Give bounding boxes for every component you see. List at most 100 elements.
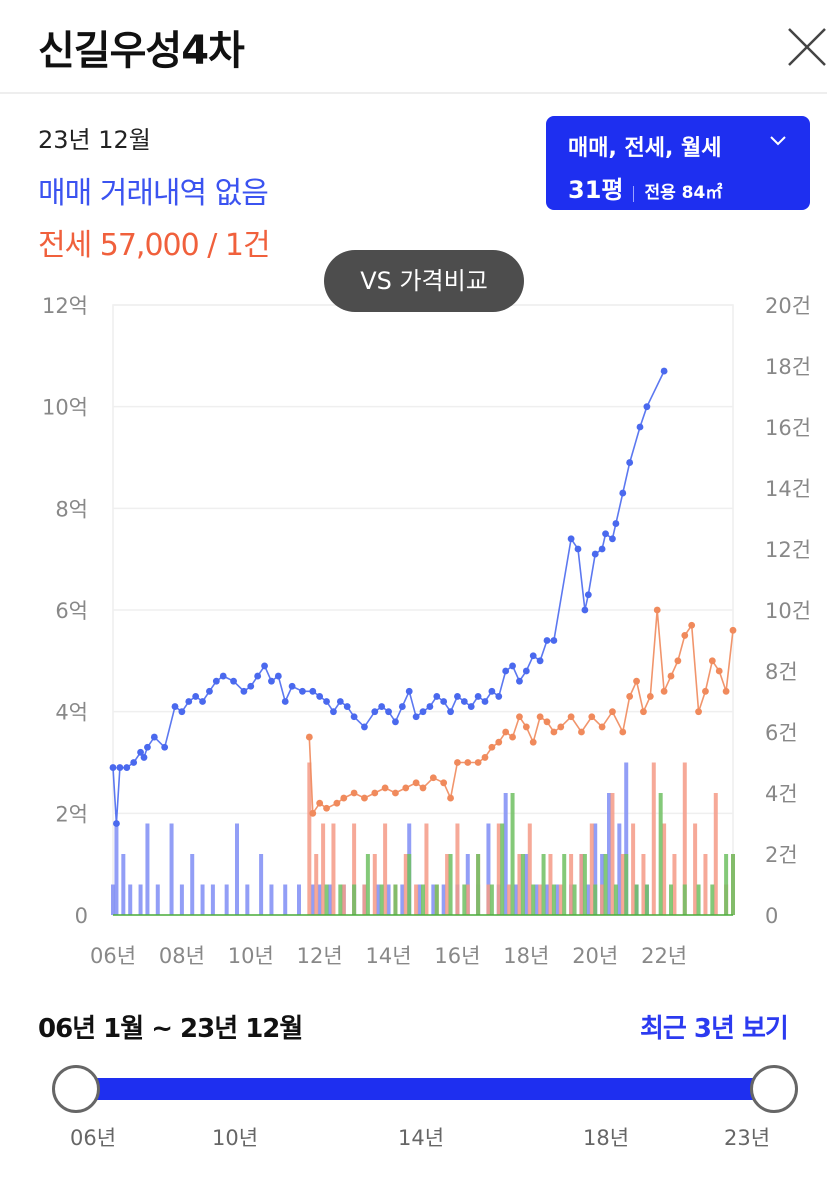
x-tick-label: 12년 [297,944,343,968]
price-point [150,733,158,741]
vs-price-compare-button[interactable]: VS 가격비교 [324,250,524,312]
y-left-tick-label: 6억 [55,599,88,623]
volume-bar [145,823,150,915]
volume-bar [503,793,508,915]
volume-bar [572,884,577,915]
price-point [643,403,651,411]
price-point [116,764,124,771]
range-slider-track[interactable] [74,1078,774,1100]
header-divider [0,92,827,94]
price-point [588,713,596,721]
deal-type-filter-button[interactable]: 매매, 전세, 월세 31평 전용 84㎡ [546,116,810,210]
range-end-handle[interactable] [750,1065,798,1113]
price-point [591,550,599,558]
volume-bar [731,854,735,915]
volume-bar [582,854,587,915]
volume-bar [379,884,384,915]
price-point [440,779,448,787]
volume-bar [593,884,598,915]
volume-bar [534,884,539,915]
price-point [509,662,516,670]
volume-bar [562,854,567,915]
volume-bar [283,884,288,915]
volume-bar [465,884,470,915]
volume-bar [235,823,239,915]
volume-bar [324,884,329,915]
volume-bar [517,854,522,915]
volume-bar [641,854,646,915]
volume-bar [179,884,184,915]
price-point [398,703,406,710]
price-point [412,713,420,721]
volume-bar [393,884,398,915]
volume-bar [489,884,494,915]
price-point [722,687,730,695]
price-point [350,713,358,721]
price-point [447,794,454,802]
volume-bar [558,884,563,915]
price-point [299,687,306,695]
price-point [140,754,148,761]
volume-bar [507,884,512,915]
volume-bar [551,884,556,915]
price-point [412,779,420,787]
range-start-handle[interactable] [52,1065,100,1113]
y-right-tick-label: 18건 [765,355,811,379]
volume-bar [514,884,518,915]
volume-bar [555,884,560,915]
volume-bar [376,884,381,915]
volume-bar [624,762,629,915]
volume-bar [500,823,505,915]
range-tick: 06년 [70,1126,117,1150]
price-point [474,693,482,700]
price-point [529,652,537,660]
volume-bar [403,854,408,915]
volume-bar [372,854,377,915]
volume-bar [417,884,422,915]
price-point [178,708,186,716]
price-point [309,687,317,695]
price-point [206,687,213,695]
price-point [688,621,696,629]
volume-bar [589,823,594,915]
price-point [330,708,337,716]
volume-bar [338,884,343,915]
range-tick: 14년 [398,1126,445,1150]
volume-bar [624,854,629,915]
x-tick-label: 20년 [572,944,618,968]
volume-bar [644,884,649,915]
price-point [543,718,551,726]
recent-3-years-link[interactable]: 최근 3년 보기 [640,1014,789,1044]
price-point [323,698,330,705]
price-point [598,723,606,731]
y-left-tick-label: 2억 [55,802,88,826]
price-point [495,738,503,746]
price-point [609,708,616,716]
close-icon[interactable] [786,26,827,68]
range-tick: 18년 [583,1126,630,1150]
price-point [464,759,472,766]
volume-bar [314,854,319,915]
price-point [543,637,551,644]
pyeong-label: 31평 [568,176,624,204]
price-point [137,748,144,756]
separator [633,185,635,202]
volume-bar [321,823,326,915]
volume-bar [569,854,574,915]
price-point [440,698,448,705]
price-point [640,708,647,716]
volume-bar [620,854,625,915]
price-point [516,677,523,685]
price-point [361,723,368,731]
volume-bar [259,854,264,915]
volume-bar [710,884,715,915]
volume-bar [610,793,615,915]
volume-bar [224,884,229,915]
volume-bar [245,884,250,915]
x-tick-label: 18년 [503,944,549,968]
price-point [667,672,675,680]
price-point [144,743,151,751]
price-point [467,703,475,710]
volume-bar [414,884,419,915]
price-point [419,784,427,792]
